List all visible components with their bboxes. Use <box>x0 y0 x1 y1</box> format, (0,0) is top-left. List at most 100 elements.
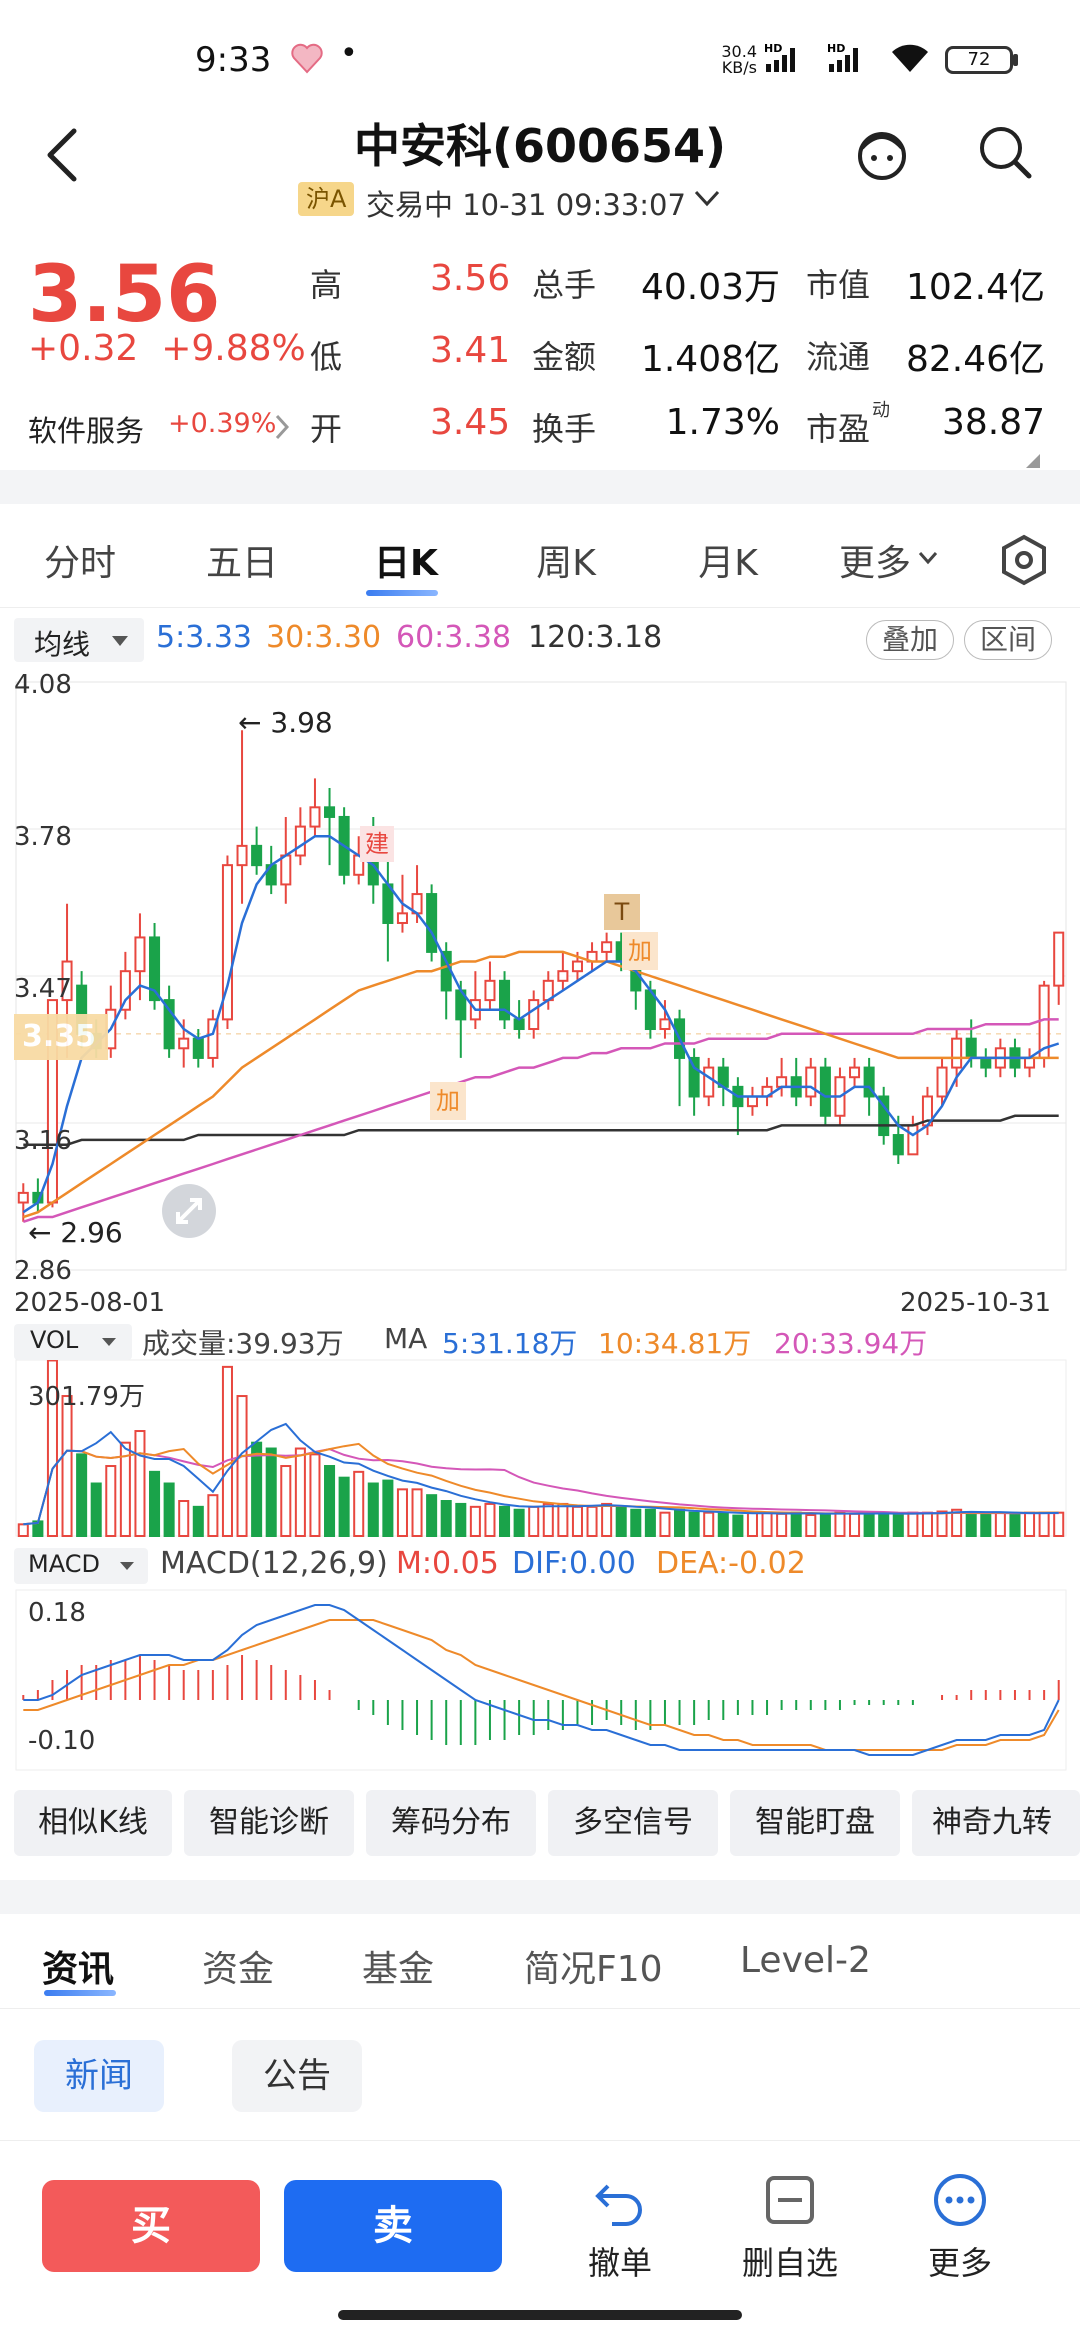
dif-line <box>23 1604 1060 1756</box>
status-bar: 9:33 • 30.4 KB/s HD HD 72 <box>0 0 1080 110</box>
divider-2 <box>0 1880 1080 1914</box>
remove-watchlist-button[interactable]: 删自选 <box>735 2170 845 2290</box>
back-arrow-icon[interactable] <box>40 125 84 185</box>
more-actions-button[interactable]: 更多 <box>920 2170 1000 2290</box>
tool-magic-nine[interactable]: 神奇九转 <box>912 1790 1080 1856</box>
signal-icon-1: HD <box>764 42 795 72</box>
signal-jia[interactable]: 加 <box>430 1082 466 1120</box>
tab-more[interactable]: 更多 <box>838 543 911 584</box>
tool-similar-k[interactable]: 相似K线 <box>14 1790 172 1856</box>
tab-daily-k[interactable]: 日K <box>374 543 438 584</box>
wifi-icon <box>892 44 928 72</box>
subtab-news[interactable]: 新闻 <box>34 2040 164 2112</box>
volume-bar <box>178 1500 190 1538</box>
market-badge: 沪A <box>298 182 355 216</box>
status-time: 9:33 <box>195 40 272 80</box>
signal-jia-2[interactable]: 加 <box>622 932 658 970</box>
buy-button[interactable]: 买 <box>42 2180 260 2272</box>
expand-corner-icon[interactable] <box>1024 454 1040 468</box>
volume-bar <box>76 1453 88 1537</box>
candle-body <box>192 1037 204 1059</box>
tool-chip-distribution[interactable]: 筹码分布 <box>366 1790 536 1856</box>
candle-body <box>819 1066 831 1117</box>
search-icon[interactable] <box>975 122 1035 182</box>
volume-bar <box>849 1512 861 1537</box>
volume-bar <box>528 1505 540 1537</box>
volume-bar <box>732 1514 744 1537</box>
range-button[interactable]: 区间 <box>964 620 1052 660</box>
news-tab-info[interactable]: 资讯 <box>42 1949 115 1990</box>
end-date: 2025-10-31 <box>900 1288 1052 1318</box>
sector-name[interactable]: 软件服务 <box>28 414 145 448</box>
candle-body <box>805 1066 817 1098</box>
candle-body <box>965 1037 977 1059</box>
volume-bar <box>149 1470 161 1537</box>
candle-body <box>119 970 131 1011</box>
subtab-announcement[interactable]: 公告 <box>232 2040 362 2112</box>
candle-body <box>294 825 306 857</box>
signal-jian[interactable]: 建 <box>360 826 394 862</box>
volume-frame <box>15 1359 1067 1537</box>
news-tab-capital[interactable]: 资金 <box>202 1949 275 1990</box>
value-float-cap: 82.46亿 <box>905 339 1045 380</box>
candle-body <box>951 1037 963 1069</box>
news-tab-f10[interactable]: 简况F10 <box>524 1949 663 1990</box>
last-price: 3.56 <box>28 250 221 340</box>
volume-bar <box>717 1511 729 1538</box>
ma-selector[interactable]: 均线 <box>14 618 144 662</box>
volume-bar <box>396 1488 408 1537</box>
svg-text:HD: HD <box>827 42 845 55</box>
expand-chart-button[interactable] <box>162 1184 216 1238</box>
vol-ma-label: MA <box>384 1322 428 1355</box>
candle-body <box>221 864 233 1021</box>
macd-selector[interactable]: MACD <box>14 1548 148 1584</box>
ma120-line <box>23 1114 1059 1146</box>
tab-five-day[interactable]: 五日 <box>205 543 278 584</box>
volume-bar <box>994 1511 1006 1538</box>
candle-body <box>309 806 321 828</box>
vol-ma10: 10:34.81万 <box>598 1327 752 1360</box>
news-divider <box>0 2008 1080 2009</box>
kline-chart[interactable] <box>0 670 1080 1780</box>
news-tab-level2[interactable]: Level-2 <box>740 1940 871 1981</box>
trading-status[interactable]: 交易中 10-31 09:33:07 <box>366 188 686 222</box>
label-volume: 总手 <box>532 266 597 304</box>
mascot-avatar-icon[interactable] <box>852 122 912 182</box>
vol-selector[interactable]: VOL <box>14 1324 132 1360</box>
vol-selector-label: VOL <box>30 1326 79 1354</box>
tab-weekly-k[interactable]: 周K <box>536 543 596 584</box>
caret-down-icon <box>102 1338 116 1346</box>
overlay-button[interactable]: 叠加 <box>866 620 954 660</box>
signal-t[interactable]: T <box>604 894 640 930</box>
price-change: +0.32 +9.88% <box>28 328 306 369</box>
chevron-down-icon[interactable] <box>916 548 940 568</box>
quote-panel: 3.56 +0.32 +9.88% 软件服务 +0.39% 高 3.56 总手 … <box>0 240 1080 470</box>
news-tab-fund[interactable]: 基金 <box>362 1949 435 1990</box>
label-low: 低 <box>310 338 343 376</box>
candle-body <box>688 1056 700 1098</box>
tool-smart-watch[interactable]: 智能盯盘 <box>730 1790 900 1856</box>
volume-bar <box>761 1511 773 1538</box>
chevron-right-icon[interactable] <box>272 412 292 442</box>
cancel-order-button[interactable]: 撤单 <box>580 2170 660 2290</box>
sell-button[interactable]: 卖 <box>284 2180 502 2272</box>
ma60-line <box>22 1018 1059 1223</box>
vol-ma20-line <box>23 1448 1059 1526</box>
settings-hexagon-icon[interactable] <box>998 534 1050 586</box>
value-volume: 40.03万 <box>640 267 780 308</box>
volume-bar <box>1038 1511 1050 1538</box>
remove-watchlist-label: 删自选 <box>741 2244 838 2282</box>
chevron-down-icon[interactable] <box>692 186 722 210</box>
candle-body <box>601 941 613 953</box>
header: 中安科(600654) 沪A 交易中 10-31 09:33:07 <box>0 110 1080 222</box>
tab-active-indicator <box>366 590 438 596</box>
volume-bar <box>746 1511 758 1538</box>
stock-title: 中安科(600654) <box>353 119 727 173</box>
ma60-value: 60:3.38 <box>396 620 512 655</box>
tool-bull-bear-signal[interactable]: 多空信号 <box>548 1790 718 1856</box>
sector-change[interactable]: +0.39% <box>168 408 277 439</box>
tab-intraday[interactable]: 分时 <box>43 543 116 584</box>
volume-bar <box>119 1441 131 1537</box>
tool-diagnosis[interactable]: 智能诊断 <box>184 1790 354 1856</box>
tab-monthly-k[interactable]: 月K <box>698 543 758 584</box>
